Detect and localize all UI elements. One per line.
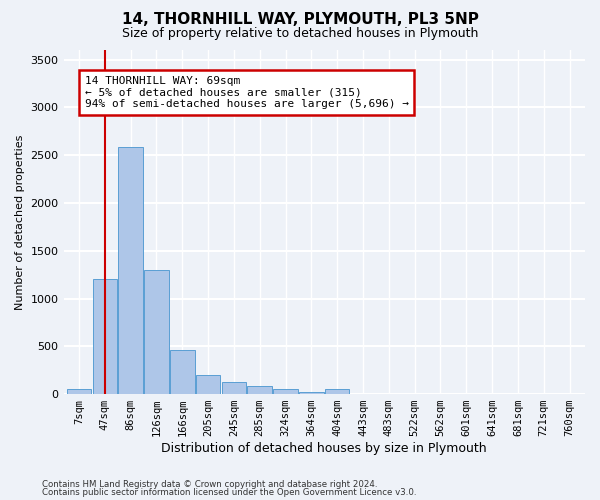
Text: 14, THORNHILL WAY, PLYMOUTH, PL3 5NP: 14, THORNHILL WAY, PLYMOUTH, PL3 5NP [122,12,478,28]
X-axis label: Distribution of detached houses by size in Plymouth: Distribution of detached houses by size … [161,442,487,455]
Bar [118,148,143,394]
Bar [221,382,246,394]
Bar [299,392,323,394]
Bar [170,350,194,394]
Bar [144,270,169,394]
Bar [273,390,298,394]
Text: 14 THORNHILL WAY: 69sqm
← 5% of detached houses are smaller (315)
94% of semi-de: 14 THORNHILL WAY: 69sqm ← 5% of detached… [85,76,409,109]
Bar [196,375,220,394]
Bar [247,386,272,394]
Bar [67,390,91,394]
Text: Contains public sector information licensed under the Open Government Licence v3: Contains public sector information licen… [42,488,416,497]
Bar [92,280,117,394]
Text: Size of property relative to detached houses in Plymouth: Size of property relative to detached ho… [122,28,478,40]
Text: Contains HM Land Registry data © Crown copyright and database right 2024.: Contains HM Land Registry data © Crown c… [42,480,377,489]
Bar [325,390,349,394]
Y-axis label: Number of detached properties: Number of detached properties [15,134,25,310]
